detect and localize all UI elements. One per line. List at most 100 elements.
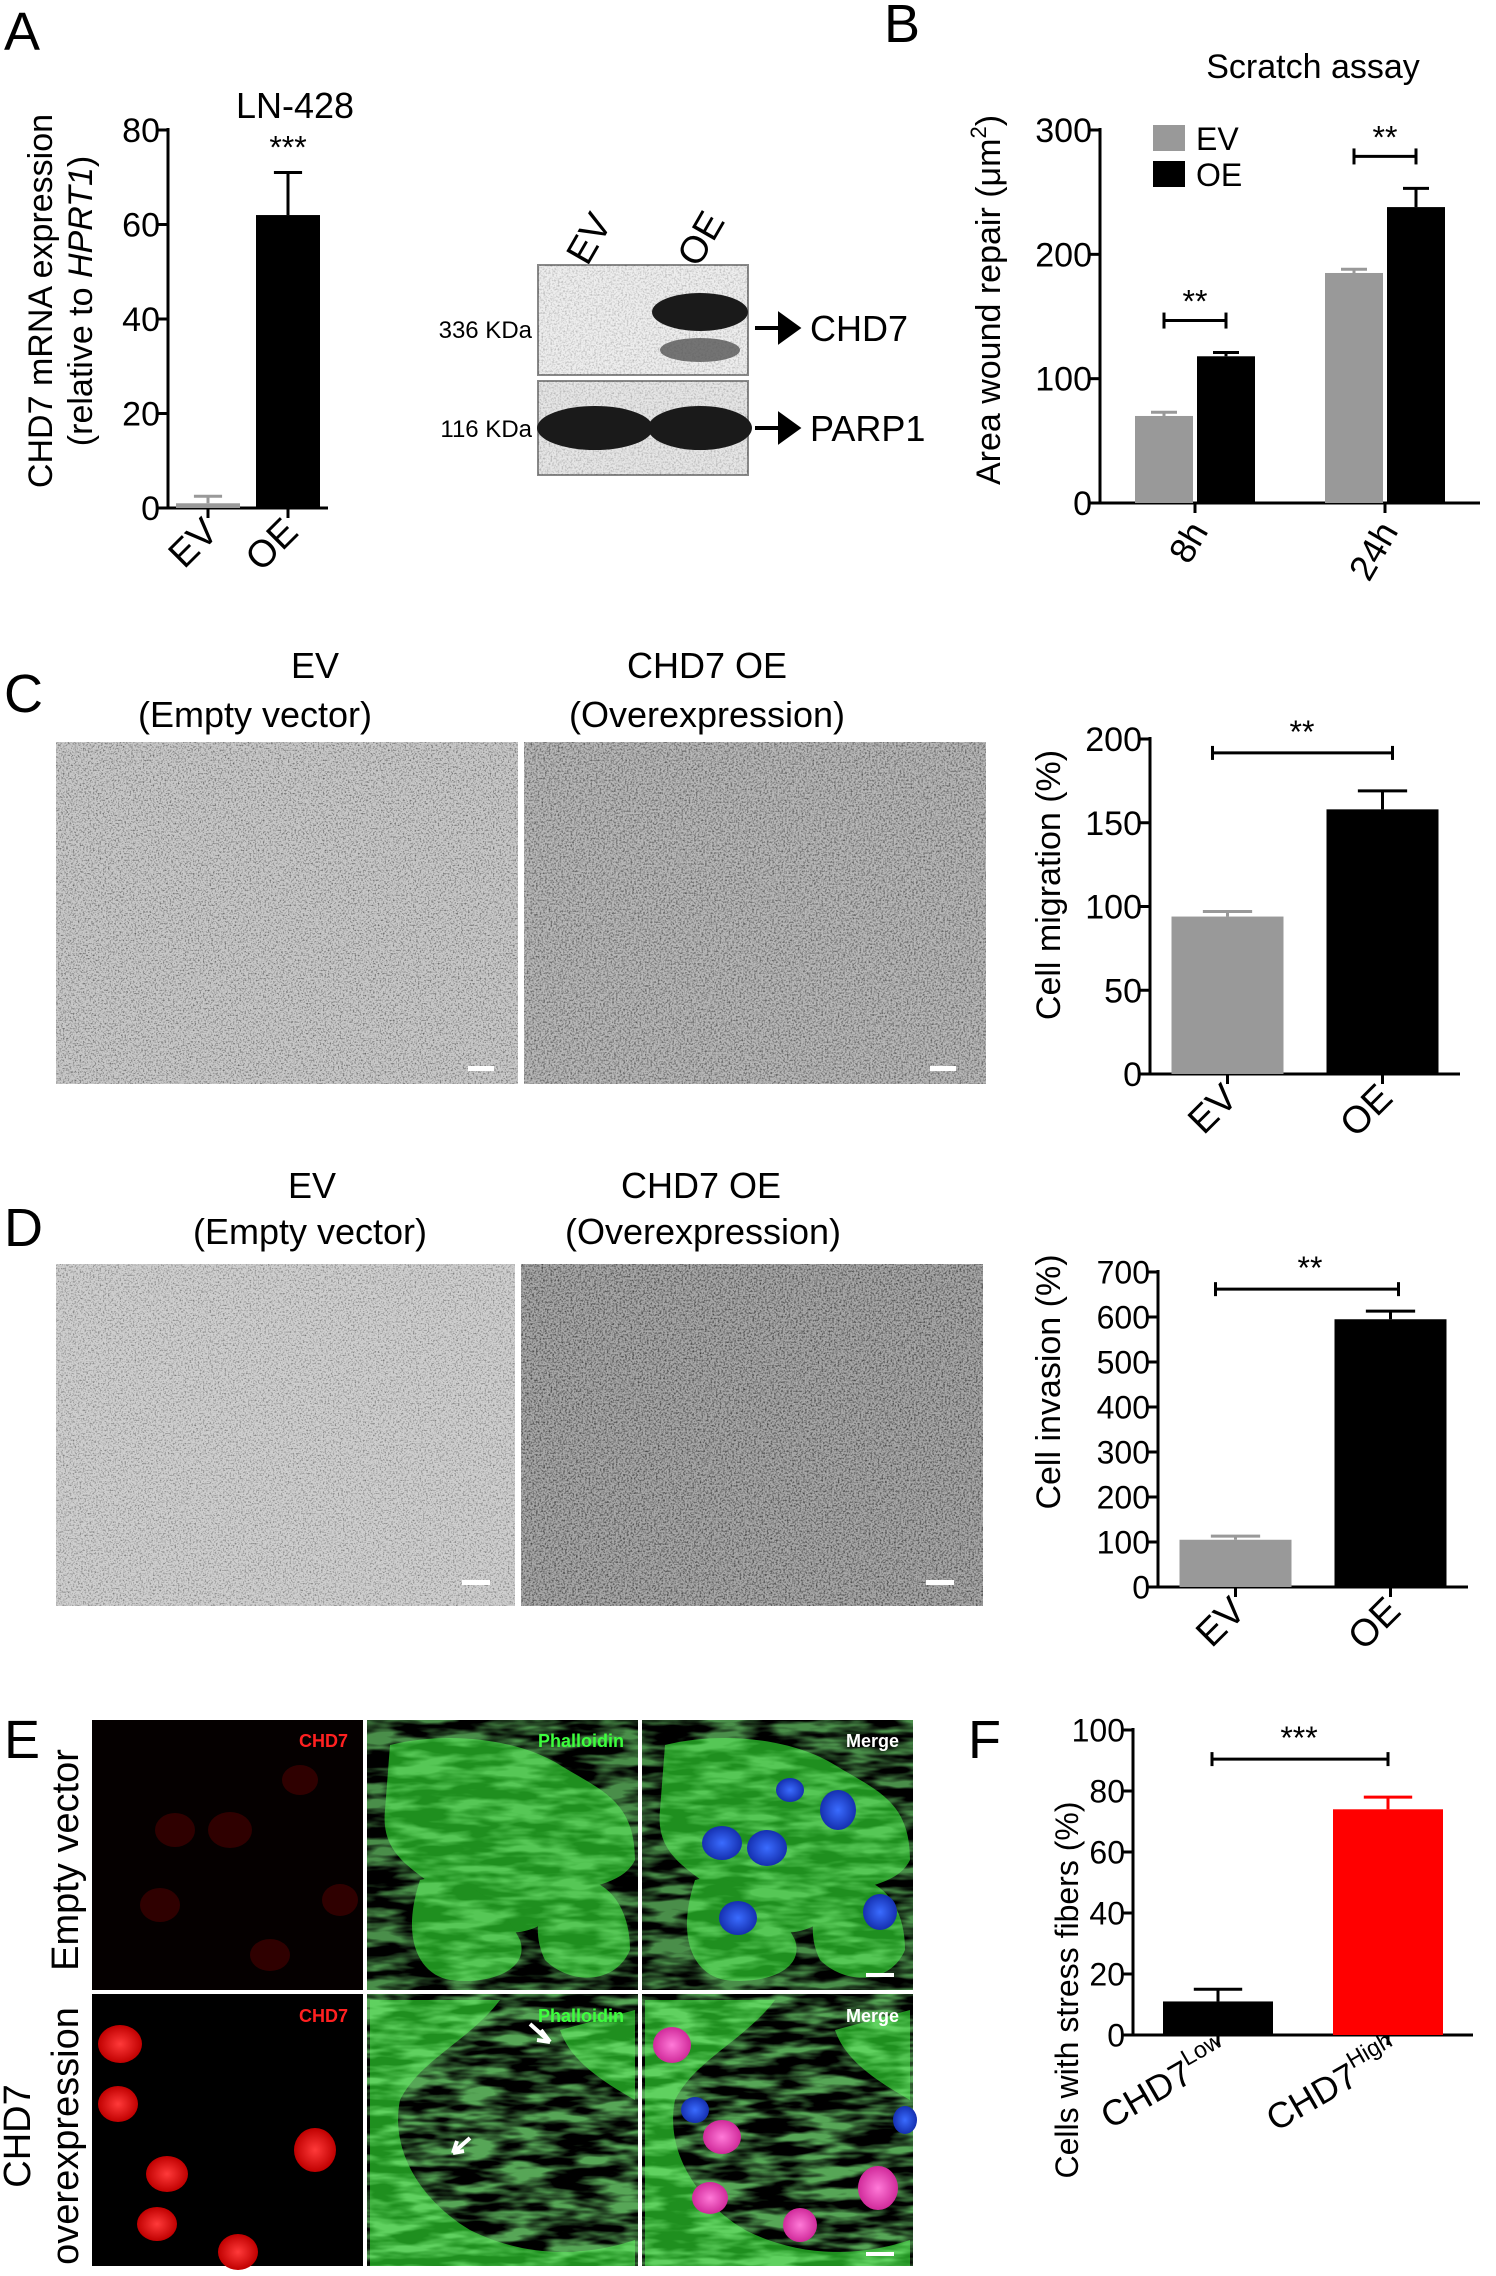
y-tick-label: 80 bbox=[122, 112, 160, 150]
panel-e-confocal-grid: Empty vector CHD7 overexpression CHD7 Ph… bbox=[0, 1720, 917, 2270]
bar-oe-8h bbox=[1197, 356, 1255, 503]
x-tick-label: OE bbox=[238, 511, 307, 580]
micrograph-migration-ev-texture bbox=[56, 742, 518, 1084]
fiber-texture bbox=[367, 1994, 638, 2266]
faint-nuclei bbox=[140, 1765, 358, 1971]
y-tick-label: 600 bbox=[1097, 1300, 1150, 1336]
panel-c-ev-label-line2: (Empty vector) bbox=[138, 694, 372, 735]
scale-bar bbox=[866, 2252, 894, 2256]
chart-a-ylabel-line2: (relative to HPRT1) bbox=[62, 156, 100, 446]
bar-oe bbox=[1334, 1319, 1447, 1587]
arrow-icon bbox=[528, 2022, 552, 2044]
panel-c-oe-label-line2: (Overexpression) bbox=[569, 694, 845, 735]
significance-stars: ** bbox=[1290, 714, 1315, 750]
blot-lane-oe: OE bbox=[670, 205, 734, 274]
x-tick-label-base: CHD7 bbox=[1093, 2052, 1198, 2137]
legend-swatch-ev bbox=[1153, 125, 1185, 151]
x-tick-label: EV bbox=[1180, 1076, 1246, 1142]
x-tick-label: EV bbox=[1188, 1589, 1254, 1655]
channel-label-merge: Merge bbox=[846, 1731, 899, 1751]
y-tick-label: 0 bbox=[141, 490, 160, 528]
panel-c-micrographs: EV (Empty vector) CHD7 OE (Overexpressio… bbox=[56, 645, 986, 1084]
y-tick-label: 0 bbox=[1073, 485, 1092, 523]
legend-label-oe: OE bbox=[1196, 157, 1242, 193]
y-tick-label: 0 bbox=[1132, 1570, 1150, 1606]
bar-ev-8h bbox=[1135, 415, 1193, 503]
bar-oe bbox=[256, 215, 320, 509]
significance-stars: ** bbox=[1298, 1250, 1323, 1286]
ylabel-superscript: 2 bbox=[966, 126, 991, 138]
y-tick-label: 0 bbox=[1123, 1056, 1142, 1094]
x-tick-label: CHD7High bbox=[1257, 2027, 1406, 2139]
panel-letter-f: F bbox=[968, 1710, 1001, 1770]
y-tick-label: 60 bbox=[1089, 1835, 1125, 1871]
y-tick-label: 20 bbox=[122, 396, 160, 434]
channel-label-chd7: CHD7 bbox=[299, 2006, 348, 2026]
chart-c-ylabel: Cell migration (%) bbox=[1030, 750, 1068, 1020]
y-tick-label: 60 bbox=[122, 207, 160, 245]
x-tick-label: OE bbox=[1332, 1077, 1401, 1146]
arrow-icon bbox=[755, 411, 802, 445]
panel-letter-b: B bbox=[884, 0, 920, 54]
blot-protein-chd7: CHD7 bbox=[810, 308, 908, 349]
panel-c-oe-label-line1: CHD7 OE bbox=[627, 645, 787, 686]
chart-f-ylabel: Cells with stress fibers (%) bbox=[1049, 1802, 1085, 2179]
y-tick-label: 0 bbox=[1107, 2018, 1125, 2054]
chart-b-title: Scratch assay bbox=[1206, 48, 1420, 86]
bar-ev bbox=[176, 503, 240, 508]
y-tick-label: 80 bbox=[1089, 1774, 1125, 1810]
blot-band-parp1-ev bbox=[537, 406, 653, 450]
panel-letter-a: A bbox=[4, 2, 40, 62]
ylabel-gene-italic: HPRT1 bbox=[62, 167, 100, 278]
y-tick-label: 20 bbox=[1089, 1957, 1125, 1993]
x-tick-label: EV bbox=[161, 510, 227, 576]
bar-ev bbox=[1171, 916, 1284, 1074]
y-tick-label: 150 bbox=[1085, 805, 1142, 843]
panel-d-oe-label-line1: CHD7 OE bbox=[621, 1165, 781, 1206]
channel-label-merge: Merge bbox=[846, 2006, 899, 2026]
y-tick-label: 100 bbox=[1072, 1713, 1125, 1749]
ylabel-prefix: (relative to bbox=[62, 278, 100, 446]
micrograph-invasion-oe-texture bbox=[521, 1264, 983, 1606]
panel-c-ev-label-line1: EV bbox=[291, 645, 339, 686]
y-tick-label: 200 bbox=[1097, 1480, 1150, 1516]
y-tick-label: 200 bbox=[1035, 236, 1092, 274]
blot-band-chd7-oe bbox=[652, 293, 748, 331]
bar-ev-24h bbox=[1325, 272, 1383, 503]
x-tick-label: 8h bbox=[1160, 515, 1216, 570]
chart-d-cell-invasion: 0 100 200 300 400 500 600 700 EV OE ** bbox=[1097, 1250, 1468, 1658]
x-tick-label: 24h bbox=[1340, 515, 1406, 588]
significance-stars: *** bbox=[1280, 1720, 1317, 1756]
scale-bar bbox=[866, 1973, 894, 1977]
x-tick-label: OE bbox=[1340, 1590, 1409, 1659]
bar-chd7high bbox=[1333, 1809, 1443, 2035]
y-tick-label: 40 bbox=[1089, 1896, 1125, 1932]
y-tick-label: 500 bbox=[1097, 1345, 1150, 1381]
y-tick-label: 300 bbox=[1097, 1435, 1150, 1471]
actin-texture bbox=[367, 1720, 638, 1990]
channel-label-chd7: CHD7 bbox=[299, 1731, 348, 1751]
blot-size-chd7: 336 KDa bbox=[439, 317, 533, 344]
channel-label-phalloidin: Phalloidin bbox=[538, 2006, 624, 2026]
y-tick-label: 400 bbox=[1097, 1390, 1150, 1426]
bar-chd7low bbox=[1163, 2001, 1273, 2035]
y-tick-label: 100 bbox=[1085, 889, 1142, 927]
chart-a-ylabel-line1: CHD7 mRNA expression bbox=[22, 114, 60, 488]
bar-ev bbox=[1179, 1539, 1292, 1587]
panel-d-oe-label-line2: (Overexpression) bbox=[565, 1211, 841, 1252]
y-tick-label: 200 bbox=[1085, 721, 1142, 759]
chart-d-ylabel: Cell invasion (%) bbox=[1030, 1254, 1068, 1509]
scale-bar bbox=[926, 1580, 954, 1585]
western-blot: EV OE 336 KDa 116 KDa CHD7 PARP1 bbox=[439, 205, 925, 476]
panel-d-ev-label-line2: (Empty vector) bbox=[193, 1211, 427, 1252]
panel-d-micrographs: EV (Empty vector) CHD7 OE (Overexpressio… bbox=[56, 1165, 983, 1606]
ylabel-close: ) bbox=[970, 115, 1008, 126]
bar-oe-24h bbox=[1387, 207, 1445, 503]
panel-letter-d: D bbox=[4, 1198, 43, 1258]
significance-stars: *** bbox=[269, 130, 306, 166]
x-tick-label-base: CHD7 bbox=[1259, 2054, 1364, 2139]
blot-lane-ev: EV bbox=[559, 206, 621, 271]
blot-protein-parp1: PARP1 bbox=[810, 408, 925, 449]
